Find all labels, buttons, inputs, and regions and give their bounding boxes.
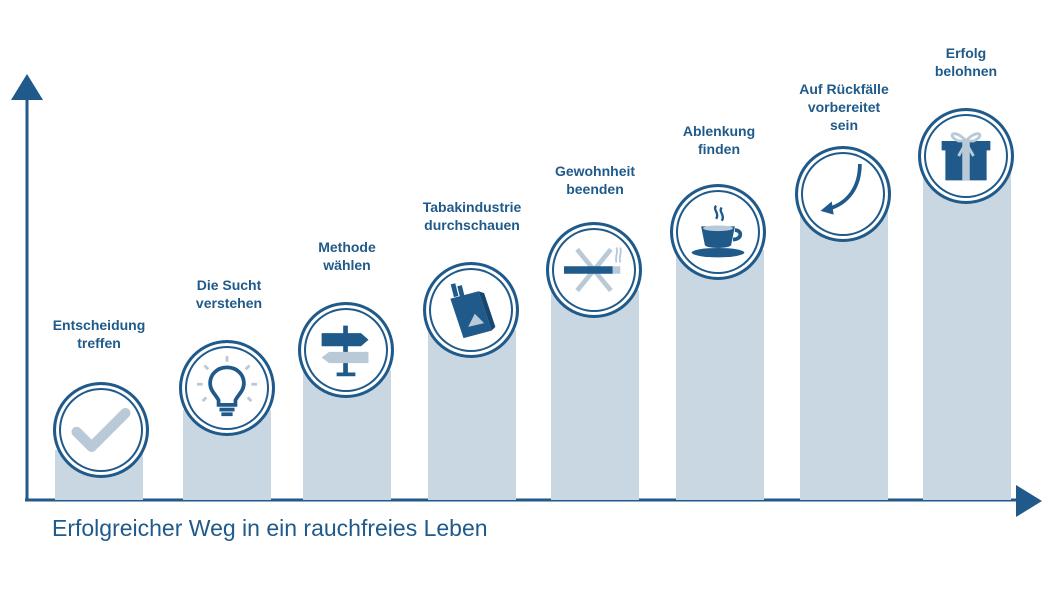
step-label-6: Ablenkung finden: [682, 123, 756, 157]
step-circle-2: [179, 340, 275, 436]
gift-icon: [941, 132, 991, 181]
cigarette-pack-icon: [450, 283, 496, 339]
curved-arrow-icon: [820, 163, 862, 215]
step-label-4: Tabakindustrie durchschauen: [422, 199, 522, 233]
bar-step-5: [551, 290, 639, 500]
lightbulb-icon: [197, 356, 257, 417]
bar-step-6: [676, 250, 764, 500]
diagram-title: Erfolgreicher Weg in ein rauchfreies Leb…: [52, 515, 488, 541]
step-circle-8: [918, 108, 1014, 204]
bar-step-8: [923, 170, 1011, 500]
step-label-1: Entscheidung treffen: [52, 317, 146, 351]
step-label-2: Die Sucht verstehen: [195, 277, 263, 311]
crossed-cigarette-icon: [564, 247, 622, 293]
step-circle-4: [423, 262, 519, 358]
step-circle-1: [53, 382, 149, 478]
step-label-3: Methode wählen: [318, 239, 376, 273]
step-label-7: Auf Rückfälle vorbereitet sein: [799, 81, 889, 133]
step-circle-3: [298, 302, 394, 398]
coffee-cup-icon: [691, 204, 745, 258]
bar-step-7: [800, 210, 888, 500]
step-circle-7: [795, 146, 891, 242]
bar-step-4: [428, 330, 516, 500]
x-axis-arrow: [1016, 485, 1042, 517]
step-circle-5: [546, 222, 642, 318]
signpost-icon: [321, 325, 369, 377]
checkmark-icon: [71, 407, 131, 453]
step-circle-6: [670, 184, 766, 280]
step-label-8: Erfolg belohnen: [934, 45, 998, 79]
y-axis-arrow: [11, 74, 43, 100]
step-label-5: Gewohnheit beenden: [554, 163, 636, 197]
